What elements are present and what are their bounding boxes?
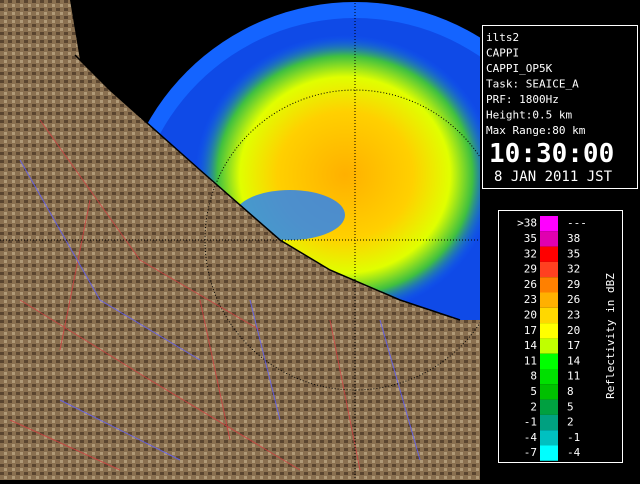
info-lines: ilts2 CAPPI CAPPI_OP5K Task: SEAICE_A PRF: 1… <box>486 31 586 137</box>
info-line: Max Range:80 km <box>486 124 586 137</box>
info-line: CAPPI_OP5K <box>486 62 553 75</box>
legend-high: 38 <box>567 232 580 245</box>
legend-swatch <box>540 292 558 308</box>
legend-high: 5 <box>567 400 574 413</box>
legend-swatch <box>540 414 558 431</box>
legend-swatch <box>540 399 558 415</box>
legend-high: 8 <box>567 385 574 398</box>
legend-low: >38 <box>517 217 537 230</box>
info-line: CAPPI <box>486 47 519 60</box>
legend-low: 5 <box>530 385 537 398</box>
legend-high: 11 <box>567 370 580 383</box>
legend-high: -1 <box>567 431 580 444</box>
legend-high: 26 <box>567 293 580 306</box>
legend-swatch <box>540 338 558 354</box>
legend-swatch <box>540 277 558 293</box>
legend-swatch <box>540 307 558 324</box>
legend-low: -1 <box>524 416 537 429</box>
legend-high: 17 <box>567 339 580 352</box>
legend-swatch <box>540 445 558 461</box>
legend-high: 32 <box>567 263 580 276</box>
legend-swatch <box>540 384 558 400</box>
radar-map <box>0 0 480 480</box>
legend-low: -4 <box>524 431 538 444</box>
legend-high: 20 <box>567 324 580 337</box>
info-line: Task: SEAICE_A <box>486 78 579 91</box>
legend-swatch <box>540 246 558 262</box>
legend-low: 2 <box>530 400 537 413</box>
legend-swatch <box>540 323 558 339</box>
legend-low: 29 <box>524 263 537 276</box>
legend-low: 23 <box>524 293 537 306</box>
legend-swatch <box>540 369 558 385</box>
legend-title: Reflectivity in dBZ <box>604 273 617 399</box>
legend: >38 --- 35 38 32 35 29 32 26 29 23 26 20 23 17 20 14 17 11… <box>517 216 587 461</box>
legend-high: 29 <box>567 278 580 291</box>
legend-low: 35 <box>524 232 537 245</box>
legend-low: 20 <box>524 308 537 321</box>
legend-high: 14 <box>567 354 581 367</box>
legend-high: 23 <box>567 308 580 321</box>
legend-low: 17 <box>524 324 537 337</box>
legend-high: 35 <box>567 247 580 260</box>
legend-swatch <box>540 231 558 247</box>
info-line: PRF: 1800Hz <box>486 93 559 106</box>
legend-swatch <box>540 216 558 232</box>
legend-box <box>498 210 623 463</box>
legend-low: -7 <box>524 446 537 459</box>
info-line: ilts2 <box>486 31 519 44</box>
legend-swatch <box>540 430 558 446</box>
info-box <box>482 25 638 189</box>
date: 8 JAN 2011 JST <box>494 169 613 185</box>
legend-low: 14 <box>524 339 538 352</box>
legend-low: 11 <box>524 354 537 367</box>
legend-high: --- <box>567 217 587 230</box>
info-line: Height:0.5 km <box>486 109 572 122</box>
legend-swatch <box>540 353 558 369</box>
time: 10:30:00 <box>489 139 614 169</box>
legend-low: 32 <box>524 247 537 260</box>
legend-low: 26 <box>524 278 537 291</box>
legend-low: 8 <box>530 370 537 383</box>
legend-high: 2 <box>567 416 574 429</box>
legend-high: -4 <box>567 446 581 459</box>
legend-swatch <box>540 261 558 278</box>
